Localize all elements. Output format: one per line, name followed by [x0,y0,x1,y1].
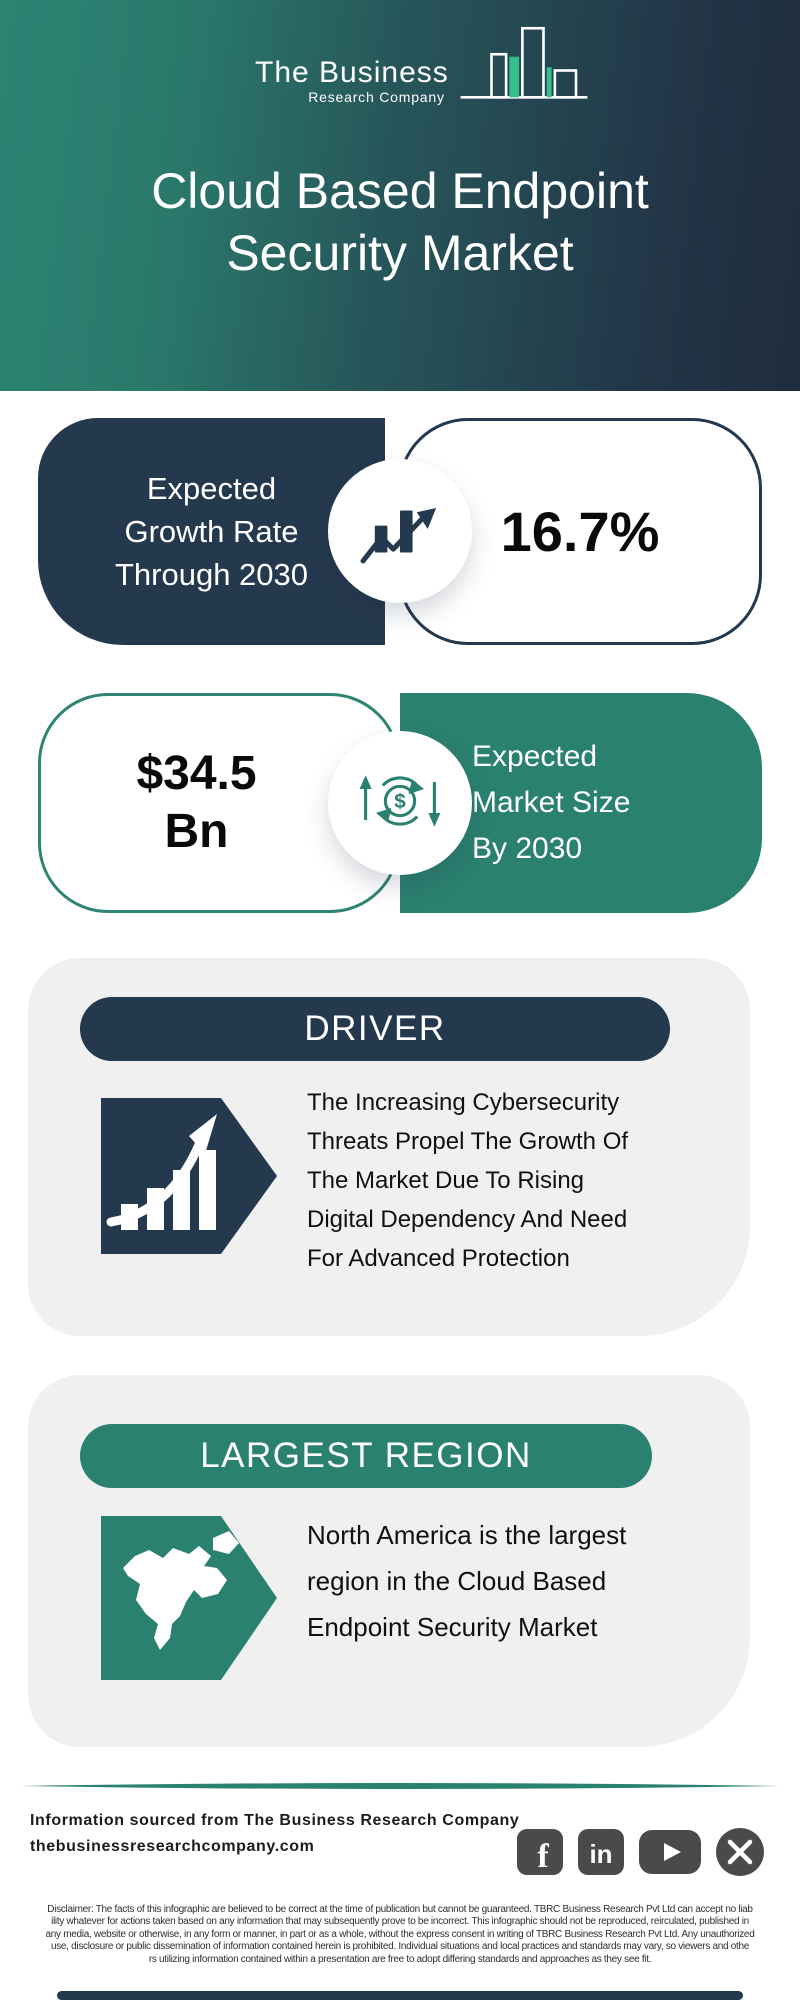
svg-text:in: in [589,1839,612,1869]
driver-text-line: The Market Due To Rising [307,1167,585,1194]
growth-chart-icon [358,487,442,576]
disclaimer-line: rs utilizing information contained withi… [148,1953,652,1965]
north-america-map-icon [101,1516,277,1685]
youtube-icon[interactable] [639,1830,701,1879]
header-banner: The Business Research Company Cloud Base… [0,0,800,391]
logo-text: The Business Research Company [255,56,449,106]
bar-growth-arrow-icon [101,1098,277,1259]
growth-label-line2: Growth Rate [124,514,299,549]
source-attribution: Information sourced from The Business Re… [30,1812,520,1829]
driver-heading-pill: DRIVER [80,997,670,1061]
region-text-line: Endpoint Security Market [307,1612,598,1642]
company-logo: The Business Research Company [255,22,589,111]
dollar-cycle-icon: $ [357,758,443,849]
facebook-icon[interactable]: f [517,1829,563,1880]
market-size-value-line2: Bn [164,805,229,858]
title-line-2: Security Market [226,225,574,281]
page-title: Cloud Based Endpoint Security Market [0,160,800,284]
buildings-logo-icon [459,22,589,111]
driver-text-line: Digital Dependency And Need [307,1206,628,1233]
growth-stat-circle [328,459,472,603]
driver-text-line: The Increasing Cybersecurity [307,1089,620,1116]
market-size-stat-circle: $ [328,731,472,875]
largest-region-heading-pill: LARGEST REGION [80,1424,652,1488]
disclaimer-line: any media, website or otherwise, in any … [45,1928,755,1940]
driver-text-line: Threats Propel The Growth Of [307,1128,629,1155]
market-label-line2: Market Size [472,786,631,819]
growth-rate-label-pill: Expected Growth Rate Through 2030 [38,418,385,645]
largest-region-description: North America is the largest region in t… [307,1512,747,1650]
growth-rate-value: 16.7% [500,500,660,563]
disclaimer-line: Disclaimer: The facts of this infographi… [47,1904,753,1915]
bottom-accent-bar [57,1991,743,2000]
growth-label-line3: Through 2030 [114,557,309,592]
region-text-line: region in the Cloud Based [307,1566,607,1596]
market-label-line3: By 2030 [472,832,583,865]
teal-divider-line [20,1779,780,1797]
x-twitter-icon[interactable] [716,1828,764,1881]
svg-text:f: f [537,1838,549,1875]
driver-text-line: For Advanced Protection [307,1245,570,1272]
market-label-line1: Expected [472,740,598,773]
svg-text:$: $ [394,789,406,812]
largest-region-heading: LARGEST REGION [200,1436,532,1475]
website-url: thebusinessresearchcompany.com [30,1838,315,1855]
title-line-1: Cloud Based Endpoint [151,163,649,219]
region-text-line: North America is the largest [307,1520,627,1550]
logo-name: The Business [255,56,449,89]
logo-subtitle: Research Company [308,89,445,105]
growth-label-line1: Expected [146,471,277,506]
linkedin-icon[interactable]: in [578,1829,624,1880]
disclaimer-line: ility whatever for actions taken based o… [51,1916,749,1928]
disclaimer-line: use, disclosure or public dissemination … [50,1941,750,1953]
driver-heading: DRIVER [304,1009,446,1048]
disclaimer-text: Disclaimer: The facts of this infographi… [10,1904,790,1966]
social-icons: f in [517,1828,764,1881]
driver-description: The Increasing Cybersecurity Threats Pro… [307,1083,737,1278]
market-size-value-line1: $34.5 [136,747,257,800]
